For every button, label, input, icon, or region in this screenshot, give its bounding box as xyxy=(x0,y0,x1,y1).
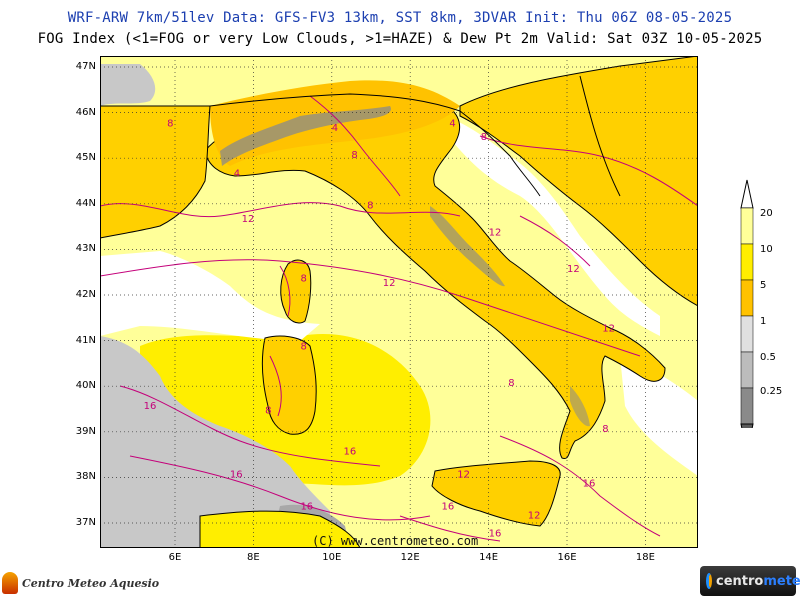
longitude-tick-label: 6E xyxy=(168,552,182,563)
contour-label: 4 xyxy=(234,168,240,179)
latitude-tick-label: 45N xyxy=(75,152,96,164)
low-cloud-alps-nw xyxy=(100,64,156,106)
legend-color-band xyxy=(740,279,754,317)
map-title-model-info: WRF-ARW 7km/51lev Data: GFS-FV3 13km, SS… xyxy=(67,10,733,26)
contour-label: 8 xyxy=(300,273,306,284)
legend-color-band xyxy=(740,207,754,245)
land-balkans xyxy=(459,56,698,307)
fog-index-legend xyxy=(740,179,754,428)
contour-label: 8 xyxy=(351,150,357,161)
contour-label: 8 xyxy=(367,200,373,211)
latitude-tick-label: 37N xyxy=(75,517,96,528)
legend-color-band xyxy=(740,387,754,425)
legend-color-band xyxy=(740,243,754,281)
legend-top-arrow xyxy=(740,179,754,209)
fog-field-adriatic xyxy=(440,118,660,336)
contour-label: 16 xyxy=(300,501,313,512)
contour-label: 8 xyxy=(481,132,487,143)
longitude-tick-label: 8E xyxy=(247,552,260,563)
land-sardinia xyxy=(261,335,317,435)
fog-index-map: 8 4 8 4 8 4 12 8 12 12 8 12 12 8 8 16 8 16 8 16 12 16 16 16 12 16 xyxy=(100,56,698,548)
contour-label: 12 xyxy=(602,323,615,334)
mountain-shading-apennines xyxy=(430,206,505,287)
fog-field-ionian xyxy=(620,356,698,476)
dewpoint-contours xyxy=(100,95,698,542)
contour-label: 12 xyxy=(567,264,580,275)
map-title-field-info: FOG Index (<1=FOG or very Low Clouds, >1… xyxy=(37,31,763,47)
mountain-shading-calabria xyxy=(570,386,590,427)
legend-color-band xyxy=(740,315,754,353)
aquesio-badge-icon xyxy=(2,572,18,594)
contour-label: 12 xyxy=(528,510,541,521)
contour-label: 12 xyxy=(489,228,502,239)
centrometeo-logo-text: centrometeo xyxy=(716,573,800,589)
latitude-tick-label: 40N xyxy=(75,380,96,392)
low-cloud-sw xyxy=(100,336,330,548)
land-italy-mainland xyxy=(204,104,666,460)
centrometeo-ring-icon xyxy=(706,573,712,589)
longitude-tick-label: 16E xyxy=(557,552,577,563)
legend-value-label: 10 xyxy=(760,244,773,255)
contour-label: 8 xyxy=(508,378,514,389)
political-borders xyxy=(209,75,621,197)
longitude-tick-label: 14E xyxy=(479,552,499,563)
latitude-tick-label: 43N xyxy=(75,243,96,255)
contour-label: 16 xyxy=(230,469,243,480)
legend-value-label: 20 xyxy=(760,208,773,219)
contour-label: 12 xyxy=(383,278,396,289)
legend-value-label: 0.5 xyxy=(760,352,776,363)
map-frame xyxy=(100,56,698,548)
contour-label: 4 xyxy=(332,123,338,134)
contour-label: 16 xyxy=(583,479,596,490)
latitude-tick-label: 39N xyxy=(75,425,96,437)
contour-value-labels: 8 4 8 4 8 4 12 8 12 12 8 12 12 8 8 16 8 16 8 16 12 16 16 16 12 16 xyxy=(144,118,615,539)
latitude-tick-label: 47N xyxy=(75,61,96,72)
contour-label: 8 xyxy=(167,118,173,129)
longitude-tick-label: 12E xyxy=(400,552,420,563)
latitude-tick-label: 38N xyxy=(75,471,96,483)
contour-label: 8 xyxy=(265,406,271,417)
latitude-tick-label: 41N xyxy=(75,334,96,346)
contour-label: 8 xyxy=(602,424,608,435)
contour-label: 8 xyxy=(300,342,306,353)
aquesio-logo-text: Centro Meteo Aquesio xyxy=(22,576,160,590)
contour-label: 16 xyxy=(144,401,157,412)
centro-meteo-aquesio-logo: Centro Meteo Aquesio xyxy=(2,570,159,596)
legend-color-band xyxy=(740,351,754,389)
contour-label: 16 xyxy=(344,447,357,458)
legend-value-label: 5 xyxy=(760,280,767,291)
longitude-tick-label: 10E xyxy=(322,552,342,563)
land-france xyxy=(100,105,211,239)
contour-label: 12 xyxy=(457,469,470,480)
contour-label: 16 xyxy=(489,529,502,540)
centrometeo-logo: centrometeo xyxy=(700,566,800,596)
latitude-tick-label: 44N xyxy=(75,197,96,209)
contour-label: 4 xyxy=(449,118,455,129)
fog-field-sw-sea xyxy=(100,251,320,341)
latitude-tick-label: 46N xyxy=(75,106,96,118)
latitude-tick-label: 42N xyxy=(75,289,96,300)
legend-bottom-arrow xyxy=(740,423,754,428)
copyright-text: (C) www.centrometeo.com xyxy=(312,534,479,548)
legend-value-label: 1 xyxy=(760,316,767,327)
contour-label: 16 xyxy=(442,501,455,512)
contour-label: 12 xyxy=(242,214,255,225)
legend-value-label: 0.25 xyxy=(760,386,783,397)
mountain-shading-alps xyxy=(220,106,391,166)
land-north-africa xyxy=(199,510,361,548)
longitude-tick-label: 18E xyxy=(635,552,655,563)
